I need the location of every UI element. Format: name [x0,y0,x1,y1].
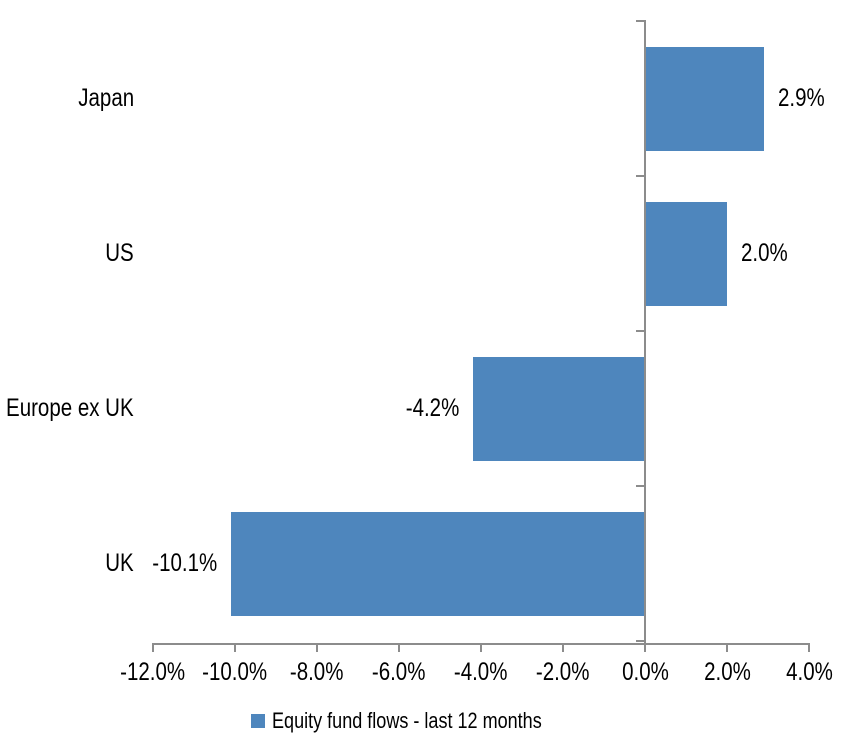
data-label: 2.9% [778,47,835,151]
value-tick [726,643,728,652]
x-tick-label: -12.0% [83,659,223,685]
category-axis-line [644,20,646,651]
data-label-text: -10.1% [151,549,217,577]
x-tick-label: -10.0% [165,659,305,685]
category-label-text: UK [105,549,134,577]
data-label: -10.1% [138,512,217,616]
value-tick [644,643,646,652]
data-label: -4.2% [394,357,459,461]
category-tick [636,485,644,487]
category-label: Japan [0,21,134,176]
bar-europe-ex-uk [472,356,645,461]
legend: Equity fund flows - last 12 months [0,705,852,737]
x-tick-label: -2.0% [493,659,633,685]
x-tick-label: -4.0% [411,659,551,685]
x-tick-label: 0.0% [575,659,715,685]
legend-label-wrap: Equity fund flows - last 12 months [272,710,601,732]
x-tick-label: 2.0% [657,659,797,685]
legend-swatch [251,714,266,728]
value-tick [480,643,482,652]
legend-label: Equity fund flows - last 12 months [272,708,542,733]
x-tick-label: -6.0% [329,659,469,685]
category-label-text: Japan [78,84,134,112]
category-label: UK [0,486,134,641]
value-tick [234,643,236,652]
category-tick [636,175,644,177]
x-tick-label-text: 4.0% [785,657,833,686]
category-label: US [0,176,134,331]
x-tick-label: -8.0% [247,659,387,685]
data-label-text: -4.2% [405,394,459,422]
category-label-text: US [105,239,134,267]
bar-japan [645,46,764,151]
category-tick [636,640,644,642]
value-tick [152,643,154,652]
value-tick [316,643,318,652]
data-label-text: 2.0% [741,239,788,267]
x-tick-label-text: 0.0% [621,657,669,686]
value-tick [398,643,400,652]
x-tick-label-text: -12.0% [120,657,186,686]
bar-uk [230,511,645,616]
category-tick [636,330,644,332]
category-label-text: Europe ex UK [6,394,134,422]
category-tick [636,20,644,22]
value-tick [808,643,810,652]
data-label: 2.0% [741,202,798,306]
x-tick-label-text: -10.0% [202,657,268,686]
x-tick-label-text: 2.0% [703,657,751,686]
x-tick-label-text: -8.0% [290,657,344,686]
x-tick-label-text: -6.0% [372,657,426,686]
x-tick-label: 4.0% [739,659,852,685]
value-tick [562,643,564,652]
data-label-text: 2.9% [777,84,825,112]
category-label: Europe ex UK [0,331,134,486]
x-tick-label-text: -2.0% [536,657,590,686]
bar-us [645,201,727,306]
x-tick-label-text: -4.0% [454,657,508,686]
